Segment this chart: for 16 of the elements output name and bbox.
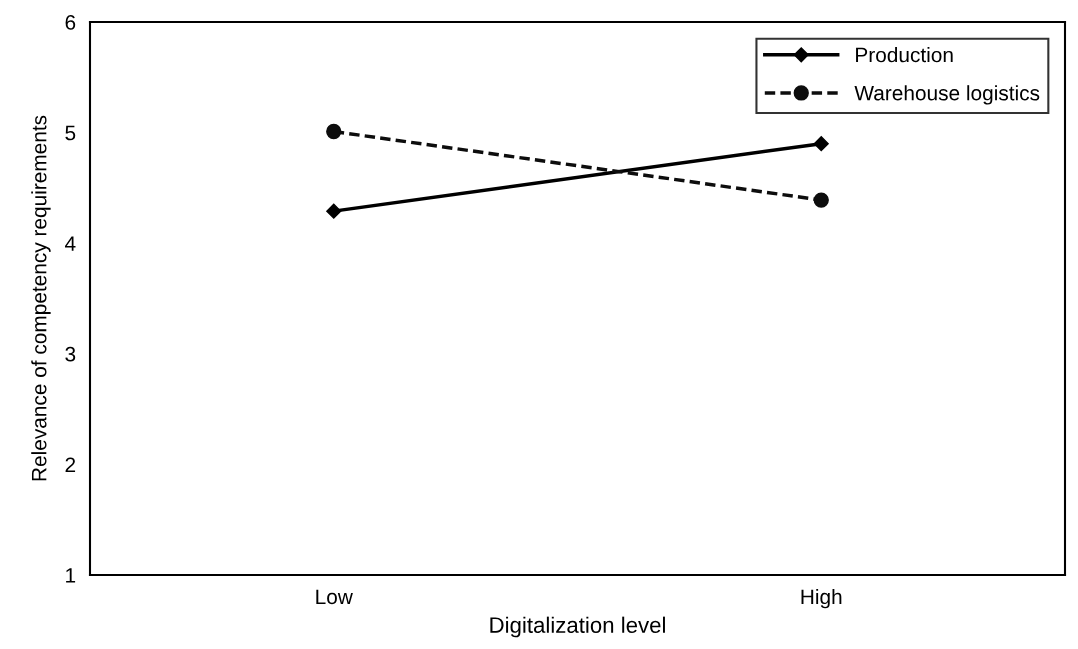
y-tick-label: 4 [65, 236, 76, 251]
point [813, 192, 829, 208]
y-tick-label: 5 [65, 125, 76, 141]
x-tick-label: High [801, 588, 842, 609]
x-axis-title: Digitalization level [490, 616, 665, 638]
legend-label: Production [856, 47, 953, 63]
point [326, 123, 342, 140]
y-tick-label: 1 [66, 568, 76, 583]
legend-label: Warehouse logistics [854, 85, 1040, 105]
point [813, 136, 829, 152]
x-tick-label: Low [316, 589, 353, 605]
y-tick-label: 6 [65, 15, 76, 30]
point [326, 203, 342, 219]
y-tick-label: 3 [65, 346, 76, 362]
y-tick-label: 2 [65, 457, 76, 472]
y-axis-title: Relevance of competency requirements [31, 115, 51, 481]
